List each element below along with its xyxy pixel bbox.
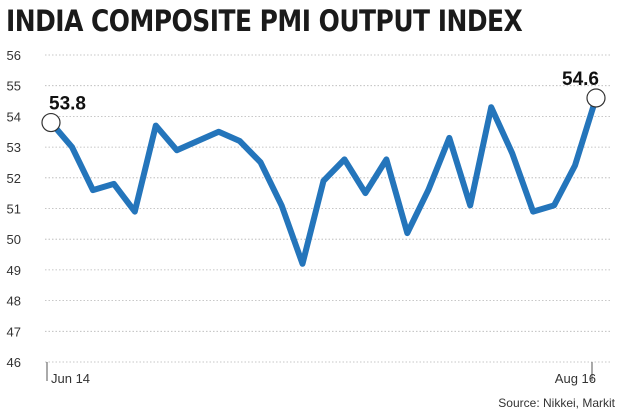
y-tick-label-48: 48 (7, 294, 21, 309)
endpoint-marker (586, 88, 606, 108)
y-tick-label-55: 55 (7, 79, 21, 94)
data-point-Apr 15 (259, 160, 263, 164)
y-tick-label-56: 56 (7, 48, 21, 63)
data-point-Jan 15 (196, 139, 200, 143)
data-point-Feb 16 (468, 203, 472, 207)
y-tick-label-54: 54 (7, 109, 21, 124)
value-label: 53.8 (49, 94, 86, 115)
data-point-Aug 14 (91, 188, 95, 192)
y-tick-label-49: 49 (7, 263, 21, 278)
series-line (48, 95, 599, 267)
y-tick-label-52: 52 (7, 171, 21, 186)
data-point-May 16 (531, 210, 535, 214)
data-point-Feb 15 (217, 130, 221, 134)
y-tick-label-53: 53 (7, 140, 21, 155)
data-point-Jul 16 (573, 164, 577, 168)
y-tick-label-46: 46 (7, 355, 21, 370)
data-point-Sep 14 (112, 182, 116, 186)
data-point-Jan 16 (447, 136, 451, 140)
x-tick-label: Aug 16 (555, 371, 596, 386)
data-point-Mar 16 (489, 105, 493, 109)
data-point-Sep 15 (363, 191, 367, 195)
chart-title: INDIA COMPOSITE PMI OUTPUT INDEX (6, 4, 523, 38)
data-point-Oct 14 (133, 210, 137, 214)
data-point-Aug 15 (342, 157, 346, 161)
data-point-Jun 16 (552, 203, 556, 207)
y-tick-label-47: 47 (7, 324, 21, 339)
x-tick-label: Jun 14 (51, 371, 90, 386)
data-point-Jul 15 (322, 179, 326, 183)
source-note: Source: Nikkei, Markit (498, 396, 615, 410)
data-point-Dec 14 (175, 148, 179, 152)
data-point-Dec 15 (426, 188, 430, 192)
data-point-Nov 15 (405, 231, 409, 235)
data-point-Mar 15 (238, 139, 242, 143)
data-point-Nov 14 (154, 124, 158, 128)
y-tick-label-51: 51 (7, 202, 21, 217)
data-point-Apr 16 (510, 151, 514, 155)
y-tick-label-50: 50 (7, 232, 21, 247)
data-point-Jul 14 (70, 145, 74, 149)
value-label: 54.6 (562, 69, 599, 90)
data-point-May 15 (280, 203, 284, 207)
data-point-Oct 15 (384, 157, 388, 161)
endpoint-marker (41, 112, 61, 133)
data-point-Jun 15 (301, 262, 305, 266)
